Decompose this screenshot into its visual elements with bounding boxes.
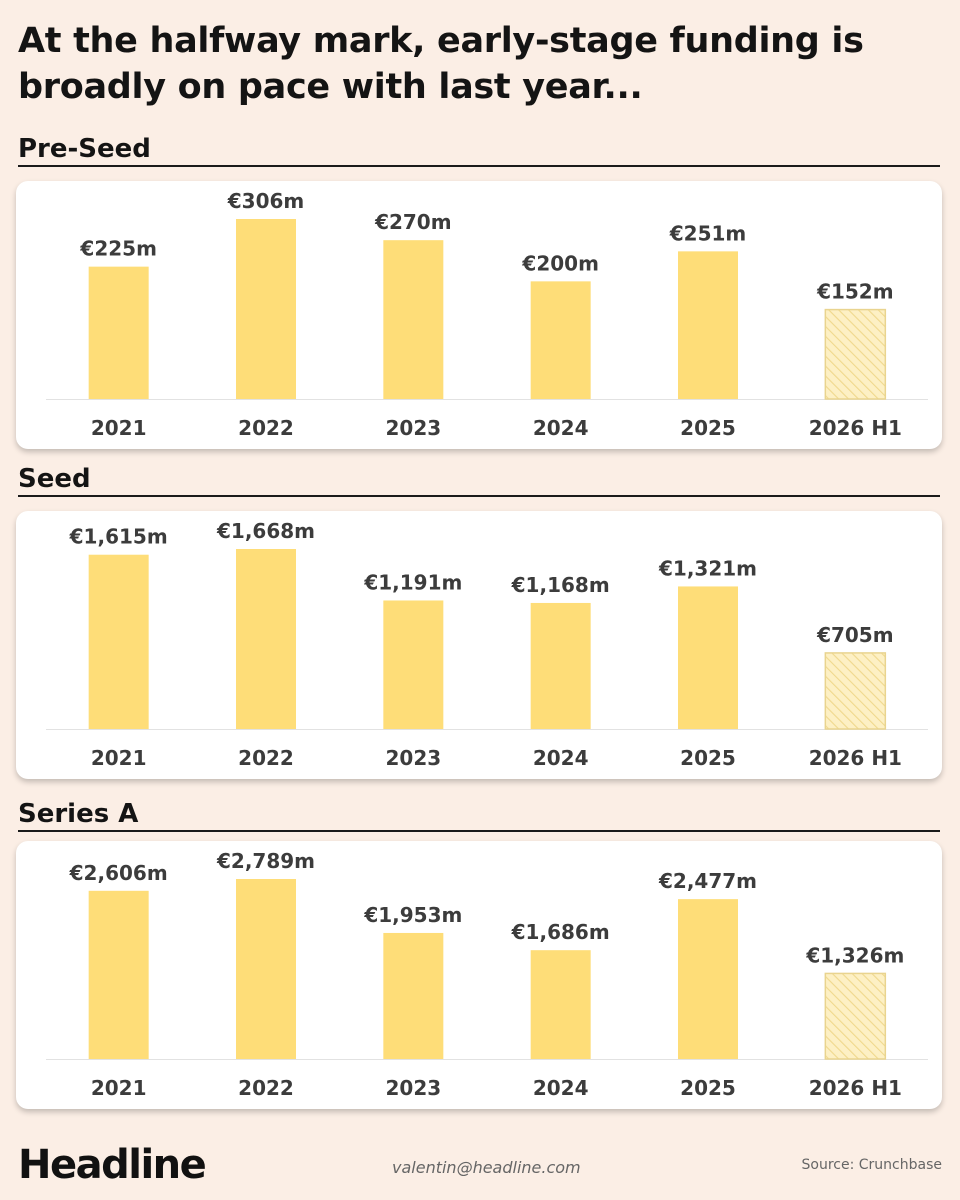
category-label-seed-2024: 2024 (533, 746, 589, 770)
bar-series-a-2025 (678, 899, 738, 1059)
bar-chart-seed: €1,615m 2021 €1,668m 2022 €1,191m 2023 €1,168m… (46, 519, 928, 770)
category-label-seed-2021: 2021 (91, 746, 147, 770)
category-label-seed-2023: 2023 (385, 746, 441, 770)
chart-panel-series-a: €2,606m 2021 €2,789m 2022 €1,953m 2023 €1,686m… (16, 841, 942, 1109)
category-label-pre-seed-2024: 2024 (533, 416, 589, 440)
bar-pre-seed-2021 (88, 266, 149, 399)
category-label-series-a-2022: 2022 (238, 1076, 294, 1100)
value-label-series-a-2023: €1,953m (363, 903, 462, 927)
value-label-seed-2024: €1,168m (511, 573, 610, 597)
value-label-pre-seed-2026-h1: €152m (816, 280, 894, 304)
bar-seed-2021 (88, 554, 149, 729)
category-label-pre-seed-2023: 2023 (385, 416, 441, 440)
section-heading-series-a: Series A (18, 799, 940, 832)
value-label-pre-seed-2023: €270m (374, 210, 452, 234)
bar-chart-series-a: €2,606m 2021 €2,789m 2022 €1,953m 2023 €1,686m… (46, 849, 928, 1100)
value-label-pre-seed-2025: €251m (669, 221, 747, 245)
value-label-seed-2022: €1,668m (216, 519, 315, 543)
chart-panel-pre-seed: €225m 2021 €306m 2022 €270m 2023 €200m 2024 €251… (16, 181, 942, 449)
category-label-series-a-2025: 2025 (680, 1076, 736, 1100)
bar-seed-2024 (530, 602, 591, 729)
bar-pre-seed-2024 (530, 281, 591, 399)
category-label-pre-seed-2026-h1: 2026 H1 (809, 416, 902, 440)
value-label-seed-2025: €1,321m (658, 556, 757, 580)
bar-pre-seed-2022 (236, 219, 296, 399)
bar-series-a-2021 (88, 890, 149, 1059)
category-label-series-a-2021: 2021 (91, 1076, 147, 1100)
value-label-pre-seed-2024: €200m (521, 251, 599, 275)
category-label-pre-seed-2021: 2021 (91, 416, 147, 440)
bar-pre-seed-2026-h1 (824, 308, 887, 400)
category-label-pre-seed-2025: 2025 (680, 416, 736, 440)
value-label-series-a-2026-h1: €1,326m (805, 943, 904, 967)
bar-seed-2025 (678, 586, 738, 729)
bar-seed-2026-h1 (824, 652, 887, 730)
bar-seed-2023 (383, 600, 444, 729)
category-label-seed-2022: 2022 (238, 746, 294, 770)
headline-logo: Headline (18, 1142, 207, 1188)
bar-chart-pre-seed: €225m 2021 €306m 2022 €270m 2023 €200m 2024 €251… (46, 189, 928, 440)
chart-panel-seed: €1,615m 2021 €1,668m 2022 €1,191m 2023 €1,168m… (16, 511, 942, 779)
value-label-series-a-2024: €1,686m (511, 920, 610, 944)
value-label-series-a-2025: €2,477m (658, 869, 757, 893)
value-label-seed-2023: €1,191m (363, 570, 462, 594)
section-heading-seed: Seed (18, 464, 940, 497)
source-note: Source: Crunchbase (801, 1157, 942, 1173)
value-label-pre-seed-2022: €306m (227, 189, 305, 213)
bar-pre-seed-2023 (383, 240, 444, 399)
section-heading-pre-seed: Pre-Seed (18, 134, 940, 167)
bar-series-a-2022 (236, 879, 296, 1059)
category-label-series-a-2024: 2024 (533, 1076, 589, 1100)
value-label-series-a-2021: €2,606m (69, 861, 168, 885)
value-label-pre-seed-2021: €225m (79, 237, 157, 261)
category-label-pre-seed-2022: 2022 (238, 416, 294, 440)
category-label-seed-2025: 2025 (680, 746, 736, 770)
bar-seed-2022 (236, 549, 296, 729)
category-label-series-a-2026-h1: 2026 H1 (809, 1076, 902, 1100)
chart-title: At the halfway mark, early-stage funding… (18, 21, 864, 107)
value-label-seed-2021: €1,615m (69, 525, 168, 549)
bar-series-a-2024 (530, 950, 591, 1059)
value-label-seed-2026-h1: €705m (816, 623, 894, 647)
bar-pre-seed-2025 (678, 251, 738, 399)
bar-series-a-2023 (383, 932, 444, 1059)
category-label-series-a-2023: 2023 (385, 1076, 441, 1100)
category-label-seed-2026-h1: 2026 H1 (809, 746, 902, 770)
contact-email: valentin@headline.com (392, 1158, 581, 1177)
bar-series-a-2026-h1 (824, 972, 887, 1060)
value-label-series-a-2022: €2,789m (216, 849, 315, 873)
